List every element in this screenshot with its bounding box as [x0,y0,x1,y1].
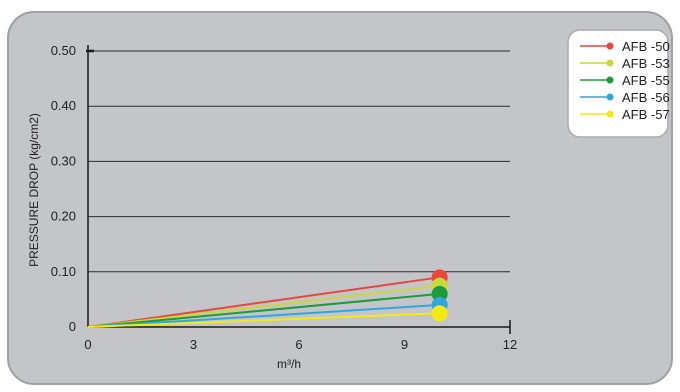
x-tick-label: 6 [295,337,302,352]
y-tick-label: 0.20 [51,209,76,224]
series-markers [431,269,448,322]
x-tick-label: 9 [401,337,408,352]
y-tick-label: 0 [69,319,76,334]
y-tick-label: 0.40 [51,98,76,113]
tick-labels: 0 0.10 0.20 0.30 0.40 0.50 0 3 6 9 12 [51,43,518,352]
legend-marker-0 [606,42,614,50]
legend-label-1: AFB -53 [622,56,670,71]
x-axis-label: m³/h [277,357,301,371]
y-axis-label: PRESSURE DROP (kg/cm2) [27,113,41,267]
legend-marker-2 [606,76,614,84]
legend-marker-1 [606,59,614,67]
series-marker-2 [431,285,448,302]
y-tick-label: 0.50 [51,43,76,58]
series-line-4 [87,312,440,328]
axes [86,45,511,334]
series-line-1 [87,284,440,328]
legend-items: AFB -50 AFB -53 AFB -55 AFB -56 AFB -57 [580,39,670,122]
legend-label-2: AFB -55 [622,73,670,88]
legend: AFB -50 AFB -53 AFB -55 AFB -56 AFB -57 [567,29,670,138]
x-tick-label: 0 [84,337,91,352]
y-tick-label: 0.30 [51,153,76,168]
series-line-0 [87,276,440,328]
x-tick-label: 3 [190,337,197,352]
legend-marker-3 [606,93,614,101]
series-lines [87,276,440,328]
series-line-3 [87,303,440,328]
series-marker-4 [431,305,448,322]
y-tick-label: 0.10 [51,264,76,279]
legend-label-4: AFB -57 [622,107,670,122]
chart-panel [7,11,673,385]
x-tick-label: 12 [503,337,517,352]
legend-label-0: AFB -50 [622,39,670,54]
legend-box [567,29,669,138]
legend-marker-4 [606,110,614,118]
series-line-2 [87,292,440,328]
legend-label-3: AFB -56 [622,90,670,105]
